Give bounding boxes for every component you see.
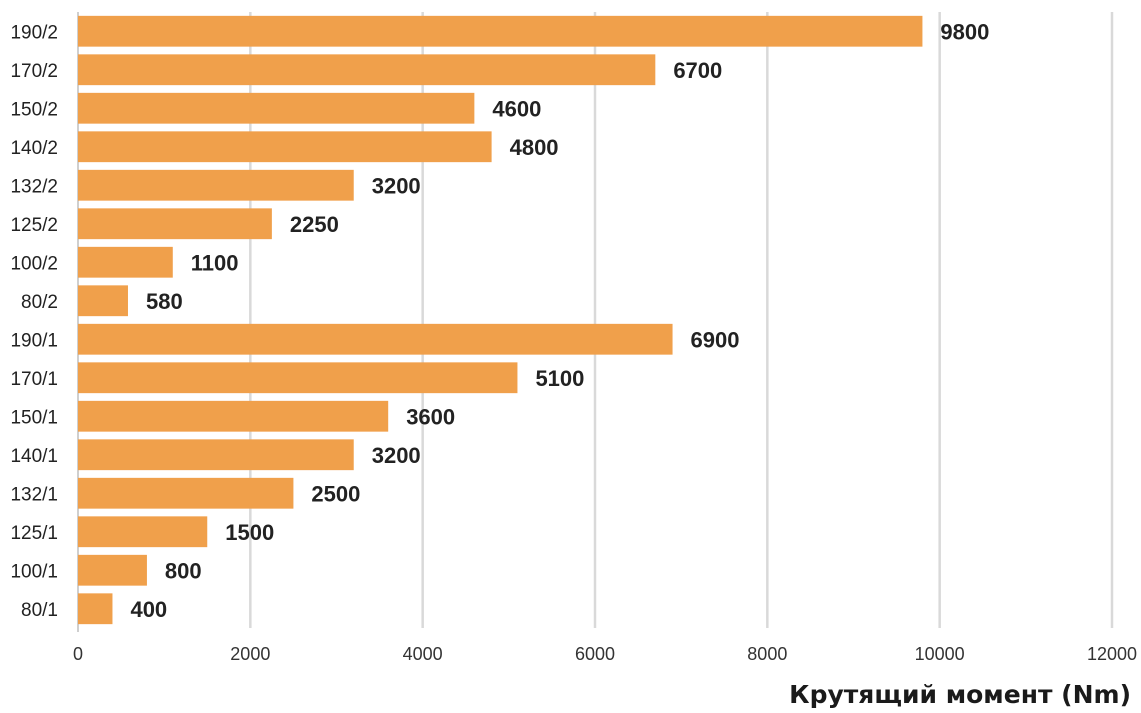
data-label: 2250: [290, 212, 339, 237]
data-label: 5100: [535, 366, 584, 391]
bars: [78, 15, 923, 625]
bar-100/1: [78, 554, 147, 586]
x-tick-label: 0: [73, 644, 83, 664]
data-label: 1100: [191, 250, 239, 275]
data-label: 1500: [225, 520, 274, 545]
data-label: 4800: [510, 135, 559, 160]
category-label: 150/1: [10, 407, 58, 428]
data-label: 4600: [492, 96, 541, 121]
data-label: 800: [165, 558, 202, 583]
bar-170/2: [78, 54, 656, 86]
bar-132/1: [78, 477, 294, 509]
category-label: 170/2: [10, 61, 58, 82]
data-label: 6900: [691, 327, 740, 352]
x-tick-label: 10000: [915, 644, 965, 664]
category-label: 100/2: [10, 253, 58, 274]
x-tick-label: 8000: [747, 644, 787, 664]
category-label: 140/1: [10, 446, 58, 467]
category-label: 190/1: [10, 330, 58, 351]
data-label: 580: [146, 289, 183, 314]
bar-190/2: [78, 15, 923, 47]
bar-140/1: [78, 439, 354, 471]
category-label: 140/2: [10, 138, 58, 159]
bar-190/1: [78, 323, 673, 355]
category-label: 80/1: [21, 600, 58, 621]
category-label: 100/1: [10, 561, 58, 582]
category-labels: 190/2 170/2 150/2 140/2 132/2 125/2 100/2 80/2 1…: [10, 22, 58, 621]
bar-80/2: [78, 285, 128, 317]
x-axis-title: Крутящий момент (Nm): [789, 680, 1131, 709]
category-label: 125/1: [10, 523, 58, 544]
category-label: 132/2: [10, 176, 58, 197]
category-label: 132/1: [10, 484, 58, 505]
category-label: 190/2: [10, 22, 58, 43]
category-label: 125/2: [10, 215, 58, 236]
value-labels: 9800 6700 4600 4800 3200 2250 1100 580 6900 5100 3…: [130, 19, 989, 622]
data-label: 400: [130, 597, 167, 622]
x-tick-label: 6000: [575, 644, 615, 664]
bar-125/1: [78, 516, 208, 548]
bar-80/1: [78, 593, 113, 625]
x-tick-label: 4000: [403, 644, 443, 664]
bar-170/1: [78, 362, 518, 394]
category-label: 150/2: [10, 99, 58, 120]
x-axis-ticks: 0 2000 4000 6000 8000 10000 12000: [73, 644, 1137, 664]
category-label: 170/1: [10, 369, 58, 390]
bar-150/1: [78, 400, 389, 432]
data-label: 6700: [673, 58, 722, 83]
data-label: 9800: [940, 19, 989, 44]
data-label: 3200: [372, 443, 421, 468]
category-label: 80/2: [21, 292, 58, 313]
data-label: 3200: [372, 173, 421, 198]
bar-132/2: [78, 169, 354, 201]
bar-100/2: [78, 246, 173, 278]
bar-125/2: [78, 208, 272, 240]
data-label: 3600: [406, 404, 455, 429]
bar-140/2: [78, 131, 492, 163]
data-label: 2500: [311, 481, 360, 506]
x-tick-label: 12000: [1087, 644, 1137, 664]
bar-150/2: [78, 92, 475, 124]
x-tick-label: 2000: [230, 644, 270, 664]
